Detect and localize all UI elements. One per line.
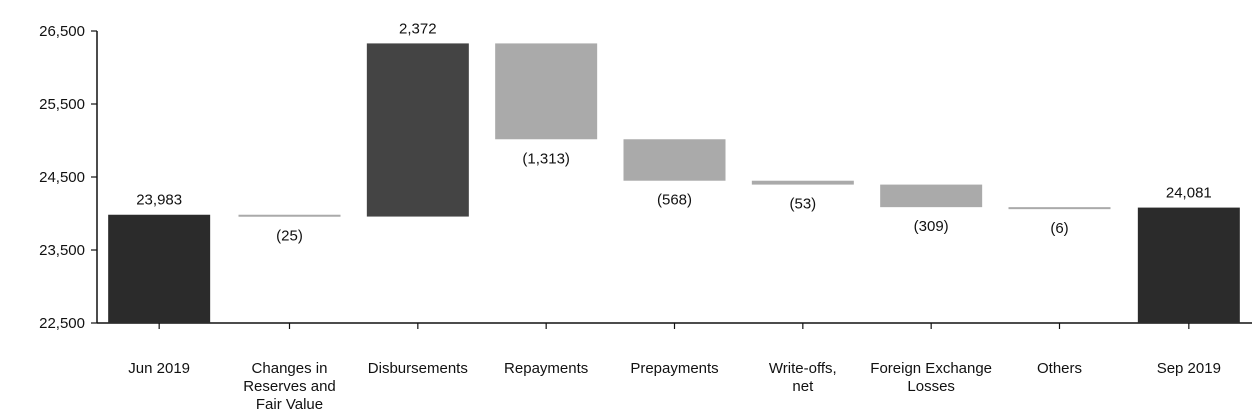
data-label: (53): [789, 196, 816, 213]
data-label: 24,081: [1166, 185, 1212, 202]
x-category-label: Losses: [907, 378, 955, 395]
increase-bar: [366, 43, 469, 217]
data-label: 2,372: [399, 20, 437, 37]
x-category-label: Changes in: [252, 360, 328, 377]
x-category-label: Jun 2019: [128, 360, 190, 377]
decrease-bar: [751, 180, 854, 185]
chart-data-labels: 23,983 (25) 2,372 (1,313) (568) (53) (309) (6) 2…: [136, 20, 1212, 244]
data-label: (309): [914, 218, 949, 235]
x-category-label: Reserves and: [243, 378, 336, 395]
x-category-label: Fair Value: [256, 396, 323, 413]
data-label: (568): [657, 192, 692, 209]
decrease-bar: [623, 139, 726, 181]
data-label: 23,983: [136, 192, 182, 209]
decrease-bar: [495, 43, 598, 140]
data-label: (6): [1050, 220, 1068, 237]
x-category-label: Others: [1037, 360, 1082, 377]
decrease-bar: [1008, 207, 1111, 210]
y-tick-label: 23,500: [39, 242, 85, 259]
total-bar: [1137, 207, 1240, 323]
data-label: (25): [276, 228, 303, 245]
decrease-bar: [238, 214, 341, 217]
chart-axes: 22,500 23,500 24,500 25,500 26,500: [39, 23, 1252, 332]
y-tick-label: 22,500: [39, 315, 85, 332]
y-tick-label: 25,500: [39, 96, 85, 113]
x-category-label: Repayments: [504, 360, 588, 377]
decrease-bar: [880, 184, 983, 208]
x-category-label: Sep 2019: [1157, 360, 1221, 377]
total-bar: [108, 214, 211, 323]
x-category-label: net: [792, 378, 814, 395]
data-label: (1,313): [522, 150, 570, 167]
x-category-label: Foreign Exchange: [870, 360, 992, 377]
x-category-label: Disbursements: [368, 360, 468, 377]
x-category-label: Prepayments: [630, 360, 718, 377]
chart-bars: [108, 43, 1240, 323]
y-tick-label: 26,500: [39, 23, 85, 40]
y-tick-label: 24,500: [39, 169, 85, 186]
x-category-label: Write-offs,: [769, 360, 837, 377]
